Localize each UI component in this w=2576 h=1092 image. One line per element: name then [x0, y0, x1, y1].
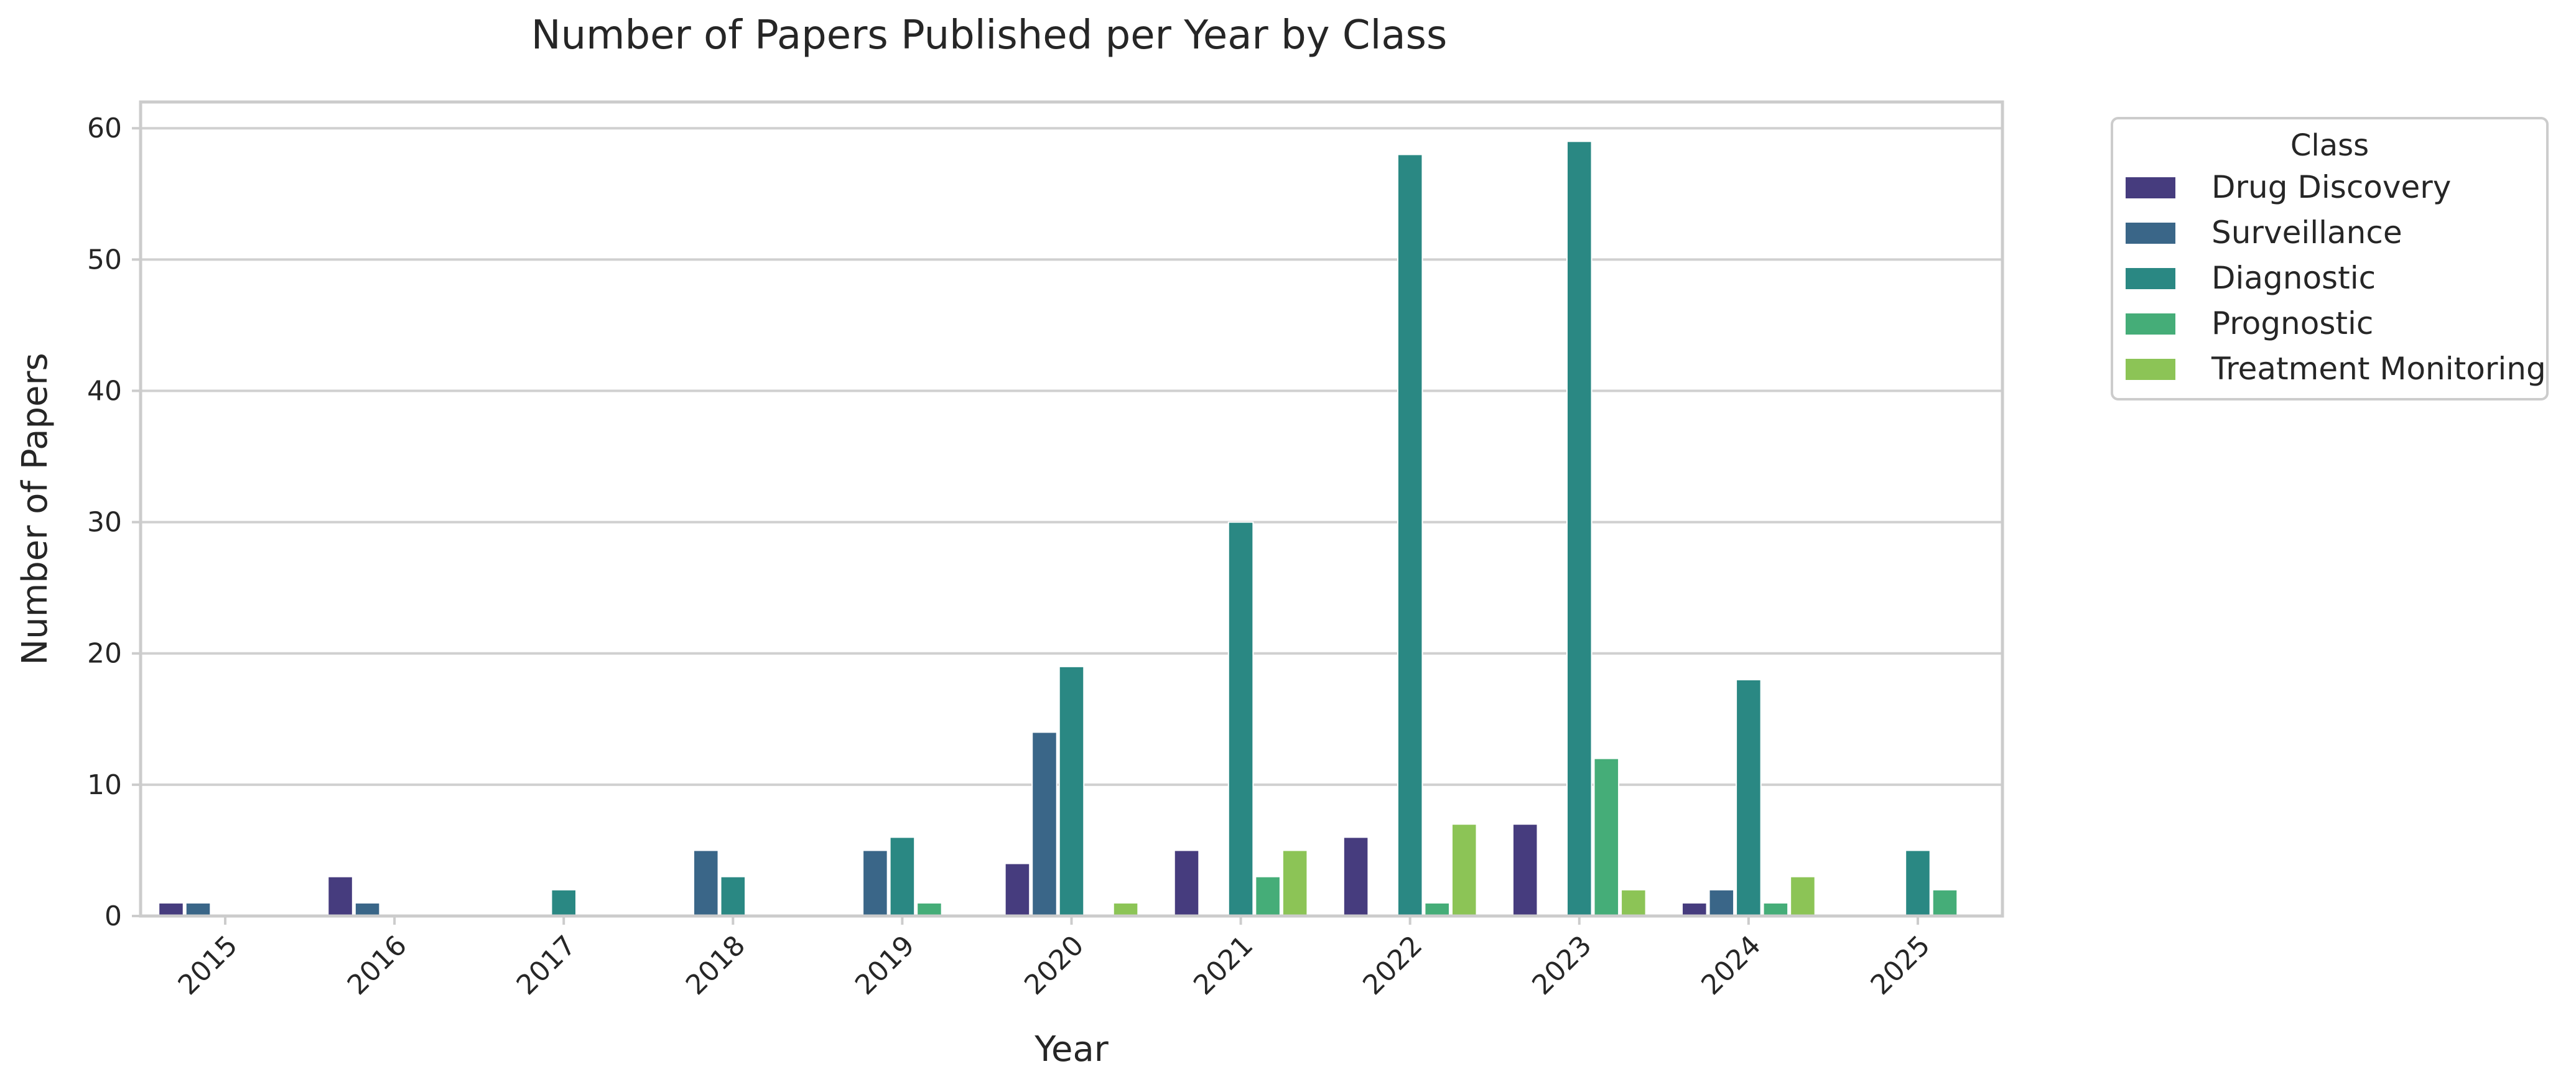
bar-surveillance-2015 — [185, 902, 212, 917]
bar-diagnostic-2019 — [889, 836, 916, 917]
x-tick-label: 2022 — [1357, 930, 1428, 1001]
legend-swatch — [2126, 359, 2175, 380]
legend-title: Class — [2290, 128, 2369, 163]
bar-diagnostic-2020 — [1058, 665, 1085, 917]
y-axis-ticks: 0 10 20 30 40 50 60 — [87, 113, 141, 932]
bar-treatment-monitoring-2022 — [1451, 823, 1477, 917]
bar-diagnostic-2025 — [1905, 849, 1931, 917]
x-tick-label: 2015 — [172, 930, 244, 1001]
grid-lines — [141, 127, 2002, 917]
bar-diagnostic-2021 — [1227, 521, 1254, 917]
bar-surveillance-2016 — [354, 902, 381, 917]
bar-prognostic-2022 — [1424, 902, 1450, 917]
legend-swatch — [2126, 268, 2175, 289]
legend-swatch — [2126, 223, 2175, 244]
bar-diagnostic-2017 — [551, 889, 577, 917]
legend-swatch — [2126, 177, 2175, 198]
legend-box — [2111, 117, 2549, 400]
y-tick-label: 30 — [87, 507, 122, 539]
y-tick-label: 0 — [105, 900, 122, 932]
x-axis-label: Year — [1034, 1029, 1109, 1070]
chart-title: Number of Papers Published per Year by C… — [531, 12, 1448, 58]
bar-diagnostic-2022 — [1397, 154, 1423, 917]
legend-entry-label: Surveillance — [2211, 215, 2402, 251]
bar-treatment-monitoring-2021 — [1281, 849, 1308, 917]
bar-prognostic-2023 — [1593, 757, 1620, 917]
bar-drug-discovery-2020 — [1004, 863, 1031, 917]
bar-prognostic-2019 — [916, 902, 942, 917]
legend: Class Drug Discovery Surveillance Diagnosti… — [2111, 117, 2549, 400]
bar-drug-discovery-2022 — [1342, 836, 1369, 917]
bar-surveillance-2020 — [1031, 731, 1058, 917]
x-tick-label: 2020 — [1018, 930, 1090, 1001]
bar-prognostic-2025 — [1932, 889, 1958, 917]
x-tick-label: 2019 — [849, 930, 921, 1001]
y-tick-label: 10 — [87, 769, 122, 801]
legend-entry-label: Drug Discovery — [2211, 169, 2451, 205]
y-axis-label: Number of Papers — [15, 353, 55, 665]
bar-drug-discovery-2023 — [1512, 823, 1538, 917]
bar-drug-discovery-2024 — [1681, 902, 1708, 917]
legend-entry-label: Prognostic — [2211, 305, 2373, 341]
bar-diagnostic-2024 — [1736, 678, 1762, 917]
bar-diagnostic-2023 — [1566, 141, 1593, 917]
x-tick-label: 2025 — [1864, 930, 1936, 1001]
bar-diagnostic-2018 — [720, 876, 746, 917]
x-tick-label: 2024 — [1695, 930, 1767, 1001]
legend-entry-label: Diagnostic — [2211, 260, 2376, 296]
x-tick-label: 2018 — [680, 930, 751, 1001]
legend-swatch — [2126, 313, 2175, 335]
bar-drug-discovery-2015 — [158, 902, 184, 917]
y-tick-label: 50 — [87, 244, 122, 275]
x-tick-label: 2016 — [342, 930, 413, 1001]
y-tick-label: 60 — [87, 113, 122, 144]
legend-entry-label: Treatment Monitoring — [2211, 351, 2546, 387]
bar-treatment-monitoring-2023 — [1620, 889, 1647, 917]
bar-surveillance-2019 — [862, 849, 888, 917]
bar-treatment-monitoring-2020 — [1112, 902, 1139, 917]
x-tick-label: 2021 — [1188, 930, 1259, 1001]
bar-prognostic-2021 — [1255, 876, 1281, 917]
bar-prognostic-2024 — [1762, 902, 1789, 917]
bar-surveillance-2018 — [693, 849, 719, 917]
bar-treatment-monitoring-2024 — [1790, 876, 1816, 917]
y-tick-label: 40 — [87, 375, 122, 407]
bar-surveillance-2024 — [1708, 889, 1735, 917]
x-axis-ticks: 2015 2016 2017 2018 2019 2020 2021 2022 2023 2024… — [172, 916, 1937, 1001]
x-tick-label: 2023 — [1526, 930, 1597, 1001]
x-tick-label: 2017 — [511, 930, 582, 1001]
bar-drug-discovery-2016 — [327, 876, 353, 917]
y-tick-label: 20 — [87, 638, 122, 670]
bars — [158, 141, 1958, 917]
bar-drug-discovery-2021 — [1173, 849, 1200, 917]
